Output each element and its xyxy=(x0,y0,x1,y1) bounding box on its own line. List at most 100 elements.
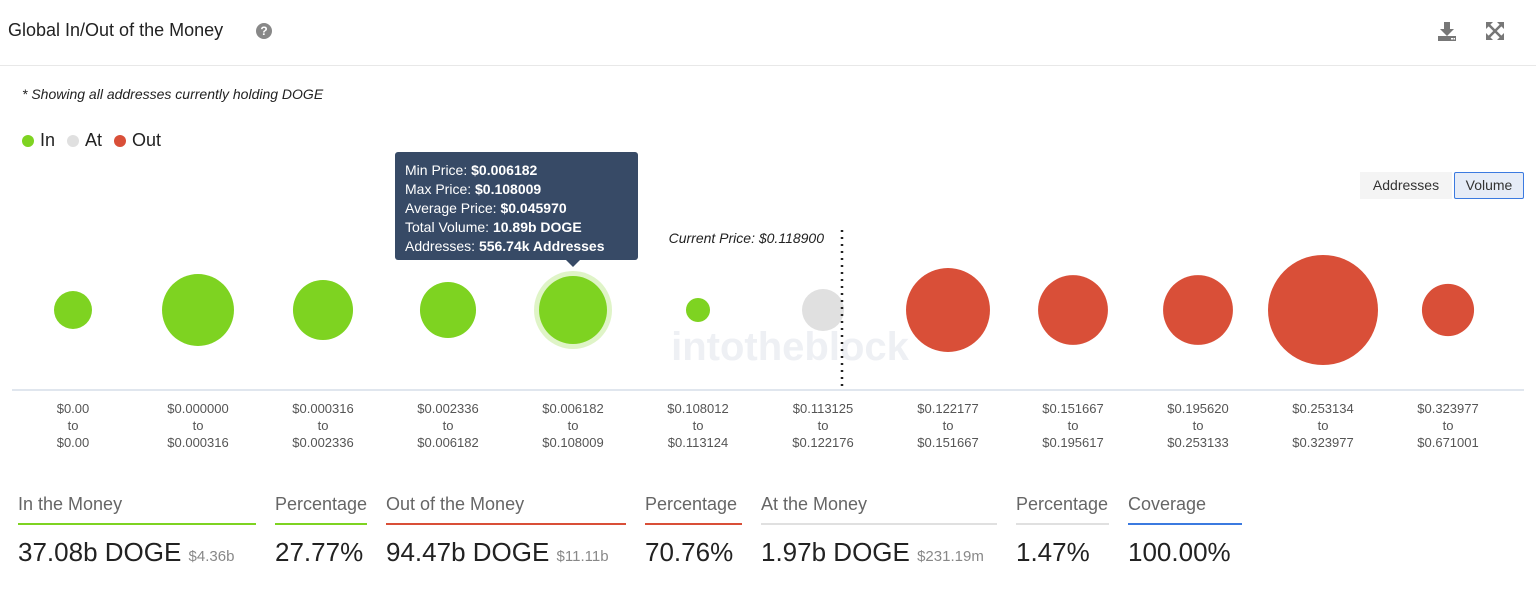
x-tick-label-from: $0.002336 xyxy=(417,401,478,416)
x-tick-label-to_word: to xyxy=(1068,418,1079,433)
stat-usd-value: $11.11b xyxy=(556,548,609,565)
stat-main-value: 37.08b DOGE xyxy=(18,537,182,567)
watermark-logo: intotheblock xyxy=(671,325,910,369)
x-tick-label-from: $0.006182 xyxy=(542,401,603,416)
bubble-9[interactable] xyxy=(1163,275,1233,345)
legend-in[interactable]: In xyxy=(22,130,55,151)
x-tick-label-to_word: to xyxy=(68,418,79,433)
x-tick-label-to: $0.113124 xyxy=(668,435,729,450)
bubble-6[interactable] xyxy=(802,289,844,331)
stat-4: At the Money 1.97b DOGE $231.19m xyxy=(761,494,997,568)
stat-label: At the Money xyxy=(761,494,997,525)
stat-value: 1.47% xyxy=(1016,537,1109,568)
x-tick-label-from: $0.000316 xyxy=(292,401,353,416)
tooltip-volume-value: 10.89b DOGE xyxy=(492,219,582,235)
stat-value: 100.00% xyxy=(1128,537,1242,568)
stat-label: Percentage xyxy=(275,494,367,525)
bubble-0[interactable] xyxy=(54,291,92,329)
summary-stats: In the Money 37.08b DOGE $4.36b Percentage… xyxy=(18,494,1261,568)
tooltip-min-value: $0.006182 xyxy=(471,162,538,178)
stat-usd-value: $4.36b xyxy=(188,548,235,565)
question-circle-icon[interactable]: ? xyxy=(256,23,272,39)
stat-main-value: 70.76% xyxy=(645,537,734,567)
x-tick-label-to_word: to xyxy=(193,418,204,433)
addresses-toggle-button[interactable]: Addresses xyxy=(1360,172,1452,199)
x-tick-label-from: $0.195620 xyxy=(1167,401,1228,416)
x-tick-label-to: $0.323977 xyxy=(1292,435,1353,450)
x-tick-label-to_word: to xyxy=(1443,418,1454,433)
legend-out[interactable]: Out xyxy=(114,130,161,151)
x-tick-label-to: $0.006182 xyxy=(417,435,478,450)
x-tick-label-to: $0.000316 xyxy=(167,435,228,450)
stat-usd-value: $231.19m xyxy=(917,548,984,565)
legend-label: Out xyxy=(132,130,162,150)
download-icon[interactable] xyxy=(1436,20,1458,42)
stat-label: Out of the Money xyxy=(386,494,626,525)
chart-tooltip: Min Price: $0.006182 Max Price: $0.10800… xyxy=(395,152,638,267)
x-tick-label-to_word: to xyxy=(818,418,829,433)
x-tick-label-to: $0.002336 xyxy=(292,435,353,450)
legend-label: At xyxy=(85,130,103,150)
stat-value: 70.76% xyxy=(645,537,742,568)
x-tick-label-from: $0.151667 xyxy=(1042,401,1103,416)
stat-5: Percentage 1.47% xyxy=(1016,494,1109,568)
x-tick-label-to: $0.122176 xyxy=(792,435,853,450)
legend: In At Out xyxy=(22,130,161,151)
x-tick-label-to_word: to xyxy=(443,418,454,433)
x-tick-label-to: $0.108009 xyxy=(542,435,603,450)
stat-label: Percentage xyxy=(1016,494,1109,525)
bubble-5[interactable] xyxy=(685,297,711,323)
stat-main-value: 1.47% xyxy=(1016,537,1090,567)
stat-3: Percentage 70.76% xyxy=(645,494,742,568)
volume-toggle-button[interactable]: Volume xyxy=(1454,172,1524,199)
x-tick-label-to_word: to xyxy=(318,418,329,433)
stat-value: 1.97b DOGE $231.19m xyxy=(761,537,997,568)
x-tick-label-from: $0.108012 xyxy=(667,401,728,416)
x-tick-label-to_word: to xyxy=(943,418,954,433)
bubble-4[interactable] xyxy=(539,276,607,344)
stat-main-value: 100.00% xyxy=(1128,537,1231,567)
widget-title: Global In/Out of the Money xyxy=(8,20,224,40)
bubble-3[interactable] xyxy=(419,281,477,339)
legend-dot-icon xyxy=(67,134,80,147)
x-tick-label-to_word: to xyxy=(1193,418,1204,433)
x-tick-label-from: $0.000000 xyxy=(167,401,228,416)
tooltip-avg-value: $0.045970 xyxy=(500,200,567,216)
tooltip-min-label: Min Price: xyxy=(405,162,468,178)
legend-at[interactable]: At xyxy=(67,130,102,151)
x-tick-label-to_word: to xyxy=(693,418,704,433)
bubble-2[interactable] xyxy=(292,279,354,341)
x-tick-label-to: $0.253133 xyxy=(1167,435,1228,450)
bubble-10[interactable] xyxy=(1268,255,1378,365)
tooltip-volume-label: Total Volume: xyxy=(405,219,490,235)
bubble-1[interactable] xyxy=(162,274,234,346)
bubble-7[interactable] xyxy=(906,268,990,352)
holding-note: * Showing all addresses currently holdin… xyxy=(22,86,324,102)
stat-main-value: 1.97b DOGE xyxy=(761,537,910,567)
x-tick-label-from: $0.253134 xyxy=(1292,401,1353,416)
bubble-chart: intotheblock $0.00 to $0.00 $0.000000 to $0.00… xyxy=(12,230,1524,450)
stat-label: Percentage xyxy=(645,494,742,525)
x-tick-label-from: $0.00 xyxy=(57,401,90,416)
stat-main-value: 27.77% xyxy=(275,537,364,567)
tooltip-max-label: Max Price: xyxy=(405,181,472,197)
bubble-8[interactable] xyxy=(1038,275,1108,345)
stat-0: In the Money 37.08b DOGE $4.36b xyxy=(18,494,256,568)
x-tick-label-to_word: to xyxy=(1318,418,1329,433)
tooltip-addresses-label: Addresses: xyxy=(405,238,476,254)
current-price-label: Current Price: $0.118900 xyxy=(669,230,825,246)
tooltip-avg-label: Average Price: xyxy=(405,200,497,216)
stat-label: Coverage xyxy=(1128,494,1242,525)
widget-header: Global In/Out of the Money ? xyxy=(0,0,1536,66)
x-tick-label-from: $0.113125 xyxy=(793,401,854,416)
x-tick-label-to: $0.151667 xyxy=(917,435,978,450)
expand-icon[interactable] xyxy=(1484,20,1506,42)
x-tick-label-from: $0.122177 xyxy=(917,401,978,416)
x-tick-label-to: $0.195617 xyxy=(1042,435,1103,450)
tooltip-max-value: $0.108009 xyxy=(475,181,542,197)
stat-6: Coverage 100.00% xyxy=(1128,494,1242,568)
bubble-11[interactable] xyxy=(1421,283,1475,337)
legend-dot-icon xyxy=(114,134,127,147)
stat-label: In the Money xyxy=(18,494,256,525)
legend-dot-icon xyxy=(22,134,34,147)
